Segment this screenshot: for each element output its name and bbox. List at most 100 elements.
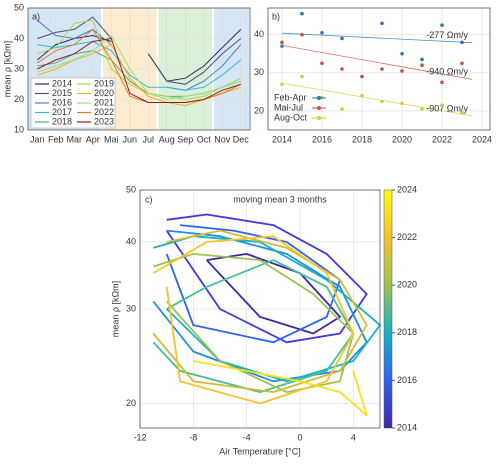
x-tick-label: 0 [297, 432, 302, 442]
point [400, 101, 404, 106]
y-tick-label: 50 [126, 184, 136, 194]
point [340, 36, 344, 41]
point [300, 74, 304, 79]
trend-label: -277 Ωm/y [426, 30, 468, 40]
y-tick-label: 50 [14, 2, 24, 12]
legend-label: 2014 [52, 78, 72, 88]
plot-frame [267, 7, 491, 131]
trend-line [281, 32, 473, 44]
x-tick-label: Sep [177, 134, 193, 144]
line-series [37, 37, 241, 103]
trend-label: -940 Ωm/y [426, 67, 468, 77]
x-tick-label: 2016 [312, 134, 332, 144]
point [280, 40, 284, 45]
point [380, 67, 384, 71]
panel-label: b) [272, 11, 280, 21]
point [400, 51, 404, 56]
point [360, 74, 364, 79]
legend-label: 2015 [52, 88, 72, 98]
x-tick-label: 2018 [352, 134, 372, 144]
legend-label: 2018 [52, 116, 72, 126]
point [320, 61, 324, 66]
point [440, 103, 444, 108]
plot-frame [139, 189, 381, 429]
x-tick-label: 2014 [272, 134, 292, 144]
x-tick-label: Oct [197, 134, 212, 144]
legend-label: Feb-Apr [274, 92, 307, 102]
legend-label: 2017 [52, 107, 72, 117]
point [440, 80, 444, 85]
point [420, 107, 424, 111]
panel-label: c) [145, 194, 153, 204]
x-tick-label: -4 [243, 432, 251, 442]
x-axis-label: Air Temperature [°C] [219, 446, 300, 456]
colorbar-tick-label: 2020 [397, 280, 417, 290]
x-tick-label: -12 [133, 432, 146, 442]
x-tick-label: -8 [189, 432, 197, 442]
loop-series [152, 235, 355, 405]
loop-series [206, 253, 341, 335]
x-tick-label: Mar [67, 134, 83, 144]
x-tick-label: Dec [233, 134, 250, 144]
point [380, 21, 384, 26]
y-axis-label: mean ρ [kΩm] [2, 41, 12, 97]
x-tick-label: Jun [122, 134, 137, 144]
x-tick-label: Mai [104, 134, 119, 144]
y-tick-label: 10 [14, 124, 24, 134]
line-series [37, 19, 242, 101]
point [280, 82, 284, 87]
colorbar-tick-label: 2018 [397, 327, 417, 337]
point [300, 11, 304, 16]
x-tick-label: 2024 [472, 134, 492, 144]
point [460, 40, 464, 45]
trend-line [281, 82, 473, 117]
y-tick-label: 40 [254, 29, 264, 39]
point [420, 63, 424, 67]
legend-label: 2021 [94, 97, 114, 107]
y-tick-label: 30 [14, 63, 24, 73]
legend-marker [317, 116, 321, 120]
point [400, 69, 404, 73]
y-tick-label: 20 [14, 94, 24, 104]
x-tick-label: 2022 [432, 134, 452, 144]
y-tick-label: 30 [126, 303, 136, 313]
point [320, 30, 324, 35]
legend-marker [317, 106, 321, 110]
y-tick-label: 20 [126, 398, 136, 408]
y-tick-label: 40 [126, 236, 136, 246]
point [280, 44, 284, 48]
panel-label: a) [32, 11, 40, 21]
legend-label: Mai-Jul [274, 102, 303, 112]
point [360, 93, 364, 98]
x-tick-label: Nov [214, 134, 231, 144]
y-tick-label: 20 [254, 105, 264, 115]
colorbar-tick-label: 2016 [397, 375, 417, 385]
x-tick-label: 4 [351, 432, 356, 442]
plot-frame [27, 7, 251, 131]
point [300, 32, 304, 37]
legend-label: 2023 [94, 116, 114, 126]
legend-label: 2022 [94, 107, 114, 117]
loop-series [193, 360, 368, 417]
annotation: moving mean 3 months [233, 194, 327, 204]
point [460, 111, 464, 115]
trend-label: -907 Ωm/y [426, 103, 468, 113]
loop-series [152, 229, 368, 393]
legend-marker [317, 96, 321, 100]
point [420, 57, 424, 62]
x-tick-label: Jul [142, 134, 154, 144]
point [460, 61, 464, 66]
x-tick-label: Apr [86, 134, 100, 144]
y-tick-label: 30 [254, 67, 264, 77]
legend-label: Aug-Oct [274, 112, 308, 122]
colorbar-tick-label: 2014 [397, 422, 417, 432]
y-axis-label: mean ρ [kΩm] [110, 281, 120, 337]
legend-label: 2019 [94, 78, 114, 88]
legend-label: 2020 [94, 88, 114, 98]
point [340, 67, 344, 71]
legend-label: 2016 [52, 97, 72, 107]
trend-line [281, 45, 473, 80]
line-series [37, 16, 242, 85]
point [340, 107, 344, 111]
